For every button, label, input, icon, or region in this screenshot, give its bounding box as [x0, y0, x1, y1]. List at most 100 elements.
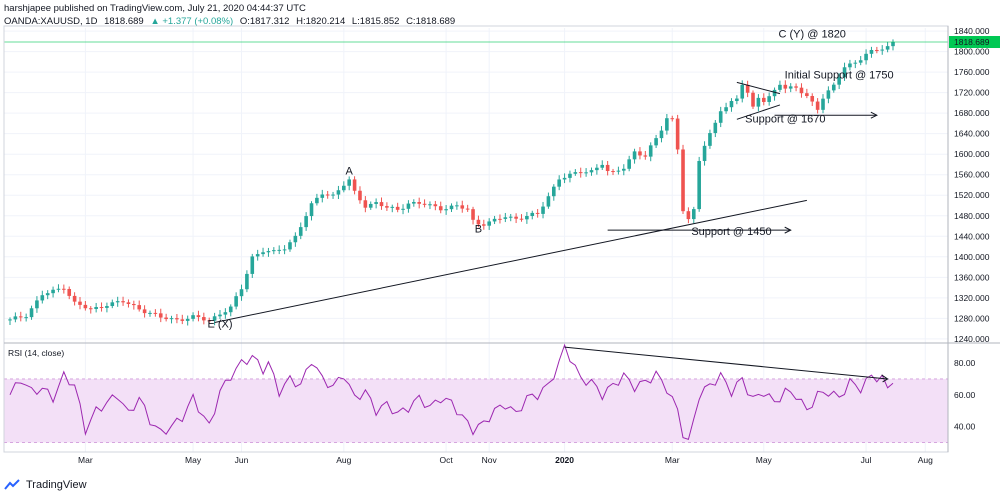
candle-body [412, 202, 416, 204]
open-label: O:1817.312 [239, 16, 290, 27]
candle-body [654, 138, 658, 146]
candle-body [158, 313, 163, 318]
candle-body [428, 204, 432, 206]
close-label: C:1818.689 [406, 16, 456, 27]
price-panel: A B E (X) C (Y) @ 1820 Support @ 1450 Support… [4, 29, 948, 331]
candle-body [94, 307, 98, 310]
candle-body [600, 164, 605, 168]
price-tick-label: 1680.000 [954, 108, 990, 118]
candle-body [568, 173, 572, 178]
candle-body [562, 177, 567, 180]
price-tick-label: 1240.000 [954, 334, 990, 344]
candle-body [627, 159, 631, 169]
candle-body [729, 101, 734, 108]
candle-body [132, 303, 136, 306]
candle-body [164, 317, 168, 320]
candle-body [153, 312, 158, 314]
candle-body [578, 172, 583, 174]
chart-annotation: A [346, 166, 354, 178]
tradingview-logo-icon [4, 479, 22, 491]
price-tick-label: 1720.000 [954, 88, 990, 98]
rsi-tick-label: 60.00 [954, 390, 976, 400]
candle-body [482, 224, 486, 226]
candle-body [616, 170, 621, 172]
candle-body [449, 205, 454, 210]
candle-body [805, 93, 809, 97]
candle-body [885, 46, 890, 50]
candle-body [605, 164, 610, 172]
price-tick-label: 1800.000 [954, 47, 990, 57]
candle-body [848, 63, 852, 68]
candle-body [320, 194, 325, 198]
rsi-tick-label: 40.00 [954, 422, 976, 432]
candle-body [18, 316, 23, 318]
candle-body [390, 206, 395, 208]
candle-body [13, 316, 18, 320]
candle-body [288, 242, 292, 250]
candle-body [557, 179, 561, 187]
candle-body [105, 306, 109, 308]
rsi-line [9, 343, 894, 441]
time-tick-label: Aug [918, 455, 933, 465]
candle-body [638, 151, 642, 156]
candle-body [175, 318, 179, 320]
candle-body [697, 160, 701, 210]
time-tick-label: 2020 [555, 455, 574, 465]
candle-body [842, 67, 847, 78]
candle-body [395, 206, 400, 210]
trendline [214, 199, 807, 323]
candle-body [196, 315, 201, 318]
time-tick-label: Mar [78, 455, 93, 465]
candle-body [40, 295, 45, 301]
candle-body [891, 41, 895, 47]
candle-body [632, 151, 637, 160]
candle-body [460, 205, 465, 209]
last-price: 1818.689 [104, 16, 144, 27]
candle-body [821, 98, 825, 110]
candle-body [788, 86, 793, 89]
candle-body [88, 308, 93, 310]
candle-body [471, 209, 475, 220]
candle-body [45, 293, 50, 296]
time-tick-label: Jun [235, 455, 249, 465]
candle-body [228, 306, 233, 313]
candle-body [315, 197, 319, 204]
candle-body [740, 84, 745, 99]
rsi-panel: RSI (14, close) [4, 343, 948, 443]
last-price-tag-label: 1818.689 [954, 37, 990, 47]
candle-body [121, 301, 125, 303]
candle-body [67, 288, 72, 296]
price-tick-label: 1400.000 [954, 252, 990, 262]
time-tick-label: May [756, 455, 773, 465]
candle-body [492, 218, 497, 222]
support-arrow-head [784, 226, 792, 234]
candle-body [815, 101, 820, 110]
rsi-trendline [564, 346, 888, 380]
candle-body [681, 149, 685, 212]
candle-body [573, 172, 578, 174]
candle-body [245, 273, 249, 290]
candle-body [584, 172, 588, 174]
price-tick-label: 1360.000 [954, 272, 990, 282]
candle-body [508, 216, 513, 218]
rsi-trendline-arrowhead [881, 374, 889, 383]
candle-body [137, 305, 142, 310]
candle-body [438, 206, 443, 211]
candle-body [379, 202, 384, 207]
chart-annotation: Initial Support @ 1750 [785, 69, 894, 81]
candle-body [530, 212, 535, 217]
candle-body [385, 206, 389, 208]
candle-body [476, 219, 481, 225]
candle-body [778, 84, 782, 90]
time-tick-label: May [185, 455, 202, 465]
candle-body [864, 53, 868, 61]
candle-body [29, 308, 34, 318]
change-label: ▲ +1.377 (+0.08%) [150, 16, 234, 27]
time-tick-label: Mar [665, 455, 680, 465]
candle-body [433, 204, 438, 207]
candle-body [78, 301, 82, 305]
candle-body [869, 49, 874, 54]
candle-body [643, 155, 648, 157]
chart-annotation: E (X) [207, 319, 232, 331]
